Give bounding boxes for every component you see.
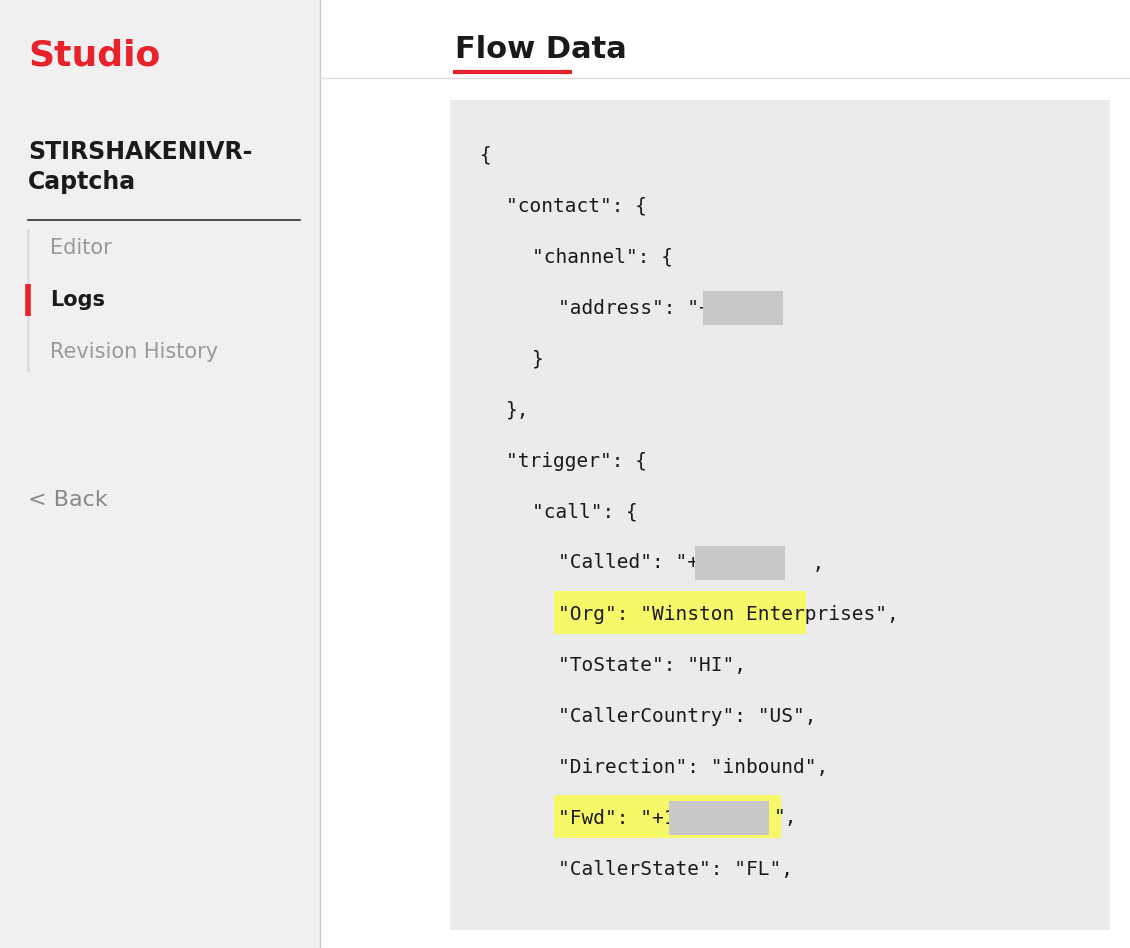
Bar <box>450 100 1110 930</box>
Text: "Called": "+1808: "Called": "+1808 <box>558 554 746 573</box>
Bar <box>703 291 783 324</box>
Bar <box>0 0 320 948</box>
Text: "trigger": {: "trigger": { <box>506 451 647 470</box>
Text: Logs: Logs <box>50 290 105 310</box>
Text: "call": {: "call": { <box>532 502 637 521</box>
Bar <box>669 801 770 834</box>
Text: Studio: Studio <box>28 38 160 72</box>
Text: "ToState": "HI",: "ToState": "HI", <box>558 655 746 674</box>
Text: "Org": "Winston Enterprises",: "Org": "Winston Enterprises", <box>558 605 898 624</box>
Text: STIRSHAKENIVR-: STIRSHAKENIVR- <box>28 140 252 164</box>
Text: Editor: Editor <box>50 238 112 258</box>
Text: "address": "+1407: "address": "+1407 <box>558 299 758 318</box>
Text: < Back: < Back <box>28 490 107 510</box>
Text: "Fwd": "+1407: "Fwd": "+1407 <box>558 809 711 828</box>
Text: Flow Data: Flow Data <box>455 35 627 64</box>
Text: {: { <box>480 145 492 165</box>
Text: ,: , <box>789 554 824 573</box>
Text: },: }, <box>506 400 530 420</box>
Text: "CallerState": "FL",: "CallerState": "FL", <box>558 860 793 879</box>
Text: }: } <box>532 350 544 369</box>
Text: ",: ", <box>773 809 797 828</box>
Bar <box>695 546 784 579</box>
Text: "contact": {: "contact": { <box>506 196 647 215</box>
Bar <box>554 591 806 634</box>
Text: "Direction": "inbound",: "Direction": "inbound", <box>558 757 828 776</box>
Text: "CallerCountry": "US",: "CallerCountry": "US", <box>558 706 817 725</box>
Text: Captcha: Captcha <box>28 170 136 194</box>
Text: Revision History: Revision History <box>50 342 218 362</box>
Bar <box>554 795 781 838</box>
Text: "channel": {: "channel": { <box>532 247 673 266</box>
